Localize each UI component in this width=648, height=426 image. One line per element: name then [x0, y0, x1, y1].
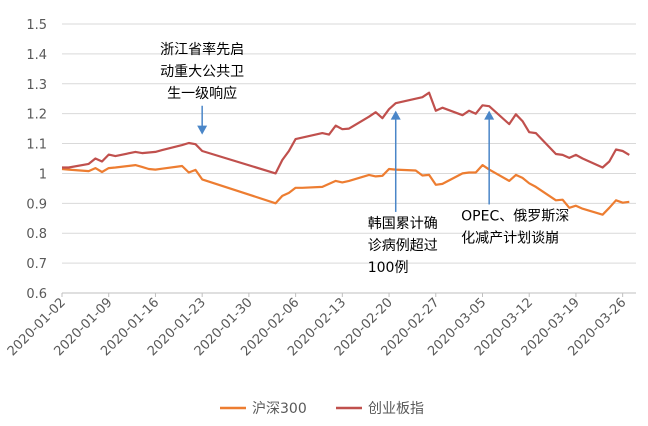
annotation-arrow-head — [390, 110, 401, 120]
annotation-text: 韩国累计确 — [368, 216, 438, 232]
y-axis-ticks: 0.6 0.7 0.8 0.9 1 1.1 1.2 1.3 1.4 1.5 — [26, 18, 47, 302]
y-tick-label: 0.8 — [26, 227, 47, 242]
gridlines — [62, 23, 636, 264]
annotation-text: 生一级响应 — [167, 85, 237, 102]
y-tick-label: 1.4 — [26, 48, 47, 63]
annotation-text: 动重大公共卫 — [160, 64, 244, 80]
legend-label: 沪深300 — [252, 401, 307, 417]
y-tick-label: 1.2 — [26, 108, 47, 123]
y-tick-label: 0.7 — [26, 257, 47, 272]
y-tick-label: 1 — [39, 167, 47, 182]
series-line-chinext — [62, 91, 630, 175]
y-tick-label: 1.1 — [26, 138, 47, 153]
annotation-text: 100例 — [368, 260, 409, 276]
annotation-arrow-head — [484, 110, 495, 120]
y-tick-label: 1.3 — [26, 78, 47, 93]
y-tick-label: 0.6 — [26, 287, 47, 302]
legend-label: 创业板指 — [368, 401, 424, 417]
annotation-text: 诊病例超过 — [368, 238, 438, 254]
legend: 沪深300 创业板指 — [220, 401, 424, 417]
annotation-text: OPEC、俄罗斯深 — [461, 208, 569, 224]
y-tick-label: 0.9 — [26, 197, 47, 212]
annotation-arrow-head — [197, 125, 208, 135]
annotation-text: 浙江省率先启 — [160, 41, 244, 58]
y-tick-label: 1.5 — [26, 18, 47, 33]
series-line-hs300 — [61, 164, 630, 216]
series-lines — [61, 91, 630, 216]
x-axis-ticks: 2020-01-022020-01-092020-01-162020-01-23… — [5, 293, 629, 359]
annotation-text: 化减产计划谈崩 — [461, 230, 559, 246]
